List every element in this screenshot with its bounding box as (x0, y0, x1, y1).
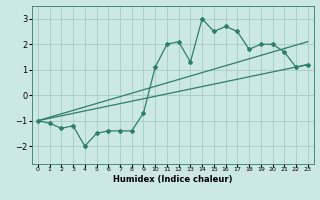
X-axis label: Humidex (Indice chaleur): Humidex (Indice chaleur) (113, 175, 233, 184)
